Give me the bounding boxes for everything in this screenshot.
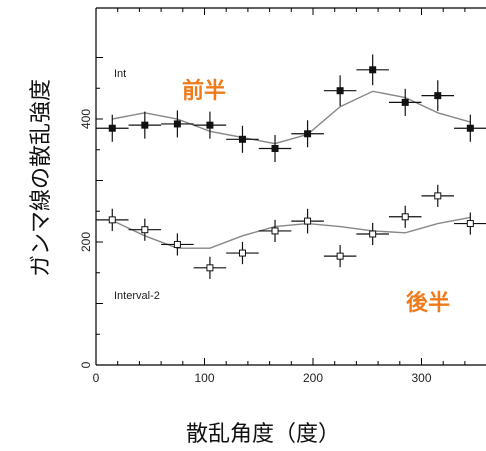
- axis-ticks: [95, 8, 466, 366]
- data-point: [336, 252, 344, 260]
- y-tick-label: 200: [79, 232, 93, 252]
- data-point: [173, 120, 181, 128]
- data-point: [304, 130, 312, 138]
- series-label-int: Int: [114, 68, 126, 80]
- data-point: [369, 230, 377, 238]
- x-axis-label: 散乱角度（度）: [186, 422, 340, 447]
- data-point: [434, 192, 442, 200]
- error-bars: [96, 54, 486, 279]
- data-point: [434, 92, 442, 100]
- data-point: [271, 227, 279, 235]
- data-point: [238, 135, 246, 143]
- model-curve-0: [112, 90, 471, 145]
- data-point: [336, 87, 344, 95]
- data-point: [141, 226, 149, 234]
- data-point: [304, 217, 312, 225]
- data-point: [206, 264, 214, 272]
- data-point: [466, 220, 474, 228]
- x-tick-label: 300: [411, 371, 431, 385]
- data-point: [173, 240, 181, 248]
- data-point: [238, 249, 246, 257]
- data-point: [206, 121, 214, 129]
- data-point: [108, 124, 116, 132]
- model-curve-1: [112, 216, 471, 249]
- x-tick-label: 100: [194, 371, 214, 385]
- second-half-label: 後半: [406, 290, 450, 316]
- tick-labels: 0 200 400 0 100 200 300: [79, 109, 432, 385]
- model-curves: [112, 90, 471, 249]
- data-point: [141, 121, 149, 129]
- y-tick-label: 400: [79, 109, 93, 129]
- y-axis-label: ガンマ線の散乱強度: [29, 79, 54, 277]
- data-point: [369, 66, 377, 74]
- data-point: [401, 98, 409, 106]
- data-point: [108, 216, 116, 224]
- y-tick-label: 0: [79, 361, 93, 368]
- first-half-label: 前半: [182, 78, 226, 104]
- data-point: [466, 124, 474, 132]
- data-point: [271, 145, 279, 153]
- x-tick-label: 0: [93, 371, 100, 385]
- x-tick-label: 200: [303, 371, 323, 385]
- data-markers: [108, 66, 474, 272]
- series-label-interval-2: Interval-2: [114, 290, 160, 302]
- data-point: [401, 213, 409, 221]
